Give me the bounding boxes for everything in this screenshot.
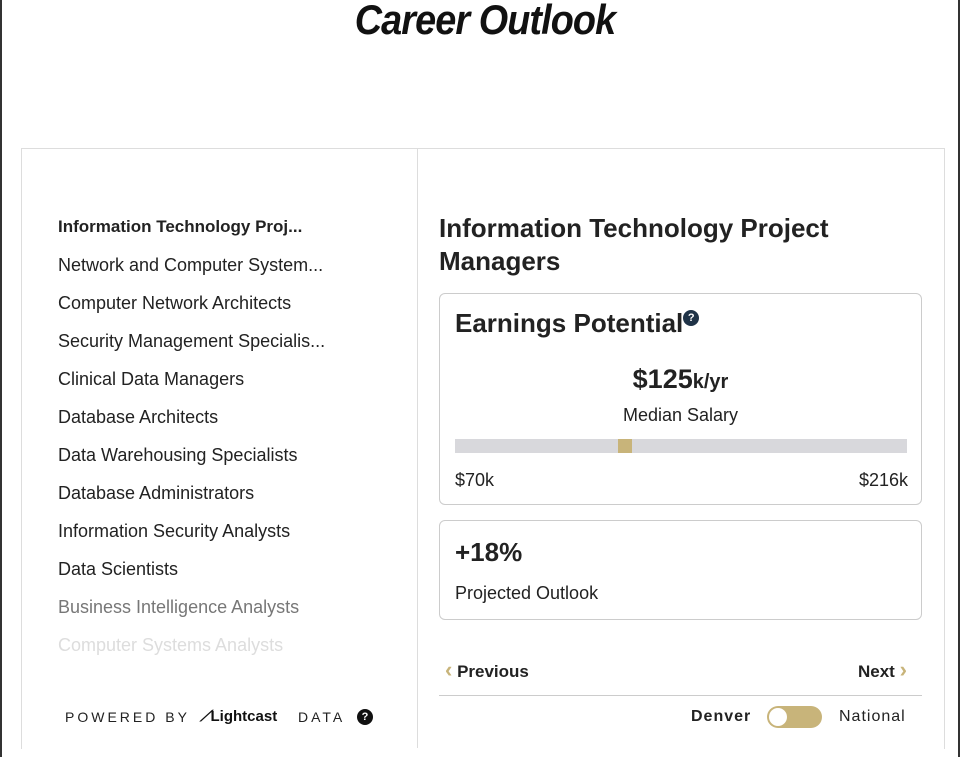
brand-name: Lightcast [210, 708, 278, 725]
separator [439, 695, 922, 696]
career-item[interactable]: Business Intelligence Analysts [58, 597, 300, 617]
career-item[interactable]: Information Technology Proj... [58, 217, 303, 236]
career-item[interactable]: Data Scientists [58, 559, 179, 579]
outlook-label: Projected Outlook [455, 583, 599, 603]
earnings-title: Earnings Potential? [455, 308, 700, 339]
edge [958, 0, 960, 757]
career-item[interactable]: Information Security Analysts [58, 521, 291, 541]
career-item[interactable]: Data Warehousing Specialists [58, 445, 298, 465]
career-item[interactable]: Security Management Specialis... [58, 331, 326, 351]
salary-marker [618, 439, 632, 453]
career-item[interactable]: Database Architects [58, 407, 219, 427]
brand: ⟋Lightcast [200, 708, 278, 725]
previous-label: Previous [457, 662, 529, 681]
career-item[interactable]: Computer Systems Analysts [58, 635, 284, 655]
toggle-right-label: National [839, 708, 906, 725]
help-icon[interactable]: ? [357, 709, 373, 725]
data-label: DATA [298, 709, 346, 725]
next-label: Next [858, 662, 895, 681]
career-item[interactable]: Network and Computer System... [58, 255, 324, 275]
outlook-card: +18% Projected Outlook [439, 520, 922, 620]
edge [0, 0, 2, 757]
salary: $125k/yr [440, 364, 921, 395]
divider [417, 148, 418, 748]
career-title: Information Technology Project Managers [439, 213, 829, 276]
earnings-card: Earnings Potential? $125k/yr Median Sala… [439, 293, 922, 505]
earnings-title-text: Earnings Potential [455, 308, 684, 338]
powered-by: POWERED BY [65, 709, 190, 725]
next-button[interactable]: Next › [858, 657, 907, 682]
salary-min: $70k [455, 470, 495, 490]
outlook-value: +18% [455, 537, 523, 567]
previous-button[interactable]: ‹ Previous [445, 657, 529, 682]
panel [21, 148, 945, 749]
career-item[interactable]: Clinical Data Managers [58, 369, 245, 389]
toggle-left-label: Denver [691, 708, 752, 725]
salary-label: Median Salary [622, 405, 739, 425]
location-toggle[interactable] [767, 706, 822, 728]
page-title: Career Outlook [354, 0, 616, 43]
help-icon[interactable]: ? [683, 310, 700, 326]
toggle-knob [769, 708, 787, 726]
salary-value: $125 [632, 364, 693, 394]
salary-range-bar [455, 439, 907, 453]
salary-unit: k/yr [692, 371, 729, 393]
salary-max: $216k [858, 470, 908, 490]
career-item[interactable]: Computer Network Architects [58, 293, 292, 313]
career-item[interactable]: Database Administrators [58, 483, 255, 503]
